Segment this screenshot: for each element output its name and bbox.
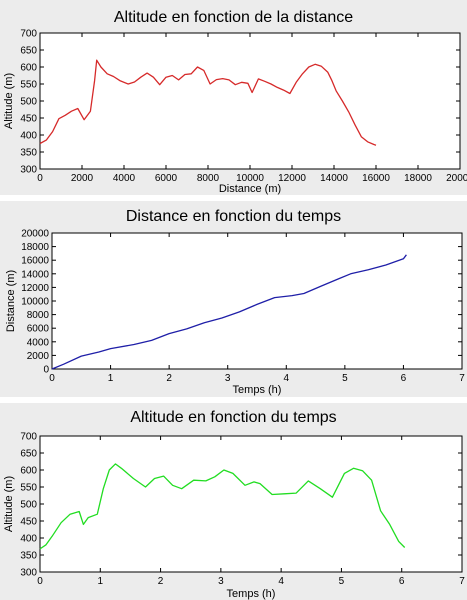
plot-area	[39, 32, 461, 170]
y-tick-label: 300	[20, 568, 37, 579]
x-tick-label: 7	[459, 373, 465, 384]
x-tick-label: 0	[37, 576, 43, 587]
y-tick-label: 450	[20, 517, 37, 528]
chart-svg: Altitude en fonction du temps 0 1 2 3 4 5 6 7 300…	[3, 409, 465, 600]
y-axis-label: Altitude (m)	[3, 73, 15, 129]
x-tick-label: 12000	[278, 173, 306, 184]
y-tick-label: 8000	[27, 310, 50, 321]
x-tick-label: 0	[37, 173, 43, 184]
x-axis-label: Temps (h)	[233, 384, 282, 396]
y-tick-label: 18000	[21, 242, 49, 253]
x-tick-label: 4	[284, 373, 290, 384]
x-tick-label: 2000	[71, 173, 94, 184]
x-tick-label: 3	[218, 576, 224, 587]
chart-svg: Distance en fonction du temps 0 1 2 3 4 5 6 7 0 20…	[5, 208, 465, 396]
x-tick-label: 7	[459, 576, 465, 587]
x-tick-label: 1	[108, 373, 114, 384]
x-tick-label: 6	[399, 576, 405, 587]
y-tick-label: 0	[43, 365, 49, 376]
y-tick-label: 450	[20, 114, 37, 125]
x-tick-label: 6000	[155, 173, 178, 184]
y-tick-label: 600	[20, 63, 37, 74]
series-line-0	[39, 59, 377, 146]
x-tick-label: 2	[158, 576, 164, 587]
x-tick-label: 5	[339, 576, 345, 587]
y-tick-label: 400	[20, 131, 37, 142]
y-tick-label: 600	[20, 466, 37, 477]
x-tick-label: 8000	[197, 173, 220, 184]
y-axis-label: Distance (m)	[5, 270, 17, 332]
y-tick-label: 14000	[21, 269, 49, 280]
chart-svg: Altitude en fonction de la distance 0 2000…	[3, 9, 467, 195]
y-tick-label: 12000	[21, 283, 49, 294]
y-tick-label: 500	[20, 500, 37, 511]
y-tick-label: 650	[20, 449, 37, 460]
y-tick-label: 350	[20, 148, 37, 159]
y-tick-label: 400	[20, 534, 37, 545]
chart-distance-vs-time: Distance en fonction du temps 0 1 2 3 4 5 6 7 0 20…	[0, 201, 467, 397]
chart-title: Altitude en fonction du temps	[130, 409, 336, 426]
x-tick-label: 2	[166, 373, 172, 384]
x-tick-label: 4	[278, 576, 284, 587]
y-tick-label: 650	[20, 46, 37, 57]
y-axis-label: Altitude (m)	[3, 476, 15, 532]
y-tick-label: 20000	[21, 229, 49, 240]
plot-area	[39, 435, 463, 573]
series-line-0	[51, 254, 407, 370]
x-tick-label: 6	[401, 373, 407, 384]
y-tick-label: 350	[20, 551, 37, 562]
y-tick-label: 6000	[27, 324, 50, 335]
chart-altitude-vs-time: Altitude en fonction du temps 0 1 2 3 4 5 6 7 300…	[0, 403, 467, 600]
x-tick-label: 10000	[236, 173, 264, 184]
y-tick-label: 550	[20, 80, 37, 91]
x-axis-label: Temps (h)	[227, 588, 276, 600]
chart-altitude-vs-distance: Altitude en fonction de la distance 0 2000…	[0, 0, 467, 195]
x-axis-label: Distance (m)	[219, 183, 281, 195]
x-tick-label: 20000	[446, 173, 467, 184]
y-tick-label: 300	[20, 165, 37, 176]
y-tick-label: 10000	[21, 297, 49, 308]
x-tick-label: 3	[225, 373, 231, 384]
x-tick-label: 14000	[320, 173, 348, 184]
x-tick-label: 18000	[404, 173, 432, 184]
chart-title: Altitude en fonction de la distance	[114, 9, 353, 26]
figure-divider	[0, 397, 467, 403]
y-tick-label: 4000	[27, 337, 50, 348]
y-tick-label: 550	[20, 483, 37, 494]
y-tick-label: 2000	[27, 351, 50, 362]
x-tick-label: 1	[98, 576, 104, 587]
x-tick-label: 0	[49, 373, 55, 384]
x-tick-label: 5	[342, 373, 348, 384]
chart-title: Distance en fonction du temps	[126, 208, 341, 225]
figure-divider	[0, 195, 467, 201]
y-tick-label: 700	[20, 29, 37, 40]
y-tick-label: 500	[20, 97, 37, 108]
x-tick-label: 4000	[113, 173, 136, 184]
y-tick-label: 16000	[21, 256, 49, 267]
x-tick-label: 16000	[362, 173, 390, 184]
y-tick-label: 700	[20, 432, 37, 443]
series-line-0	[39, 463, 406, 550]
